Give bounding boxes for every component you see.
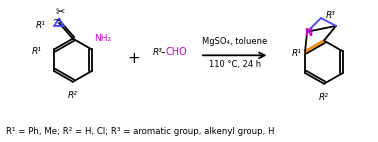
Text: MgSO₄, toluene: MgSO₄, toluene bbox=[202, 36, 267, 45]
Text: NH₂: NH₂ bbox=[94, 34, 111, 43]
Text: R³: R³ bbox=[152, 48, 162, 57]
Text: R¹: R¹ bbox=[32, 47, 42, 56]
Text: N: N bbox=[304, 28, 312, 38]
Text: 110 °C, 24 h: 110 °C, 24 h bbox=[209, 60, 261, 69]
Text: R²: R² bbox=[319, 93, 329, 102]
Text: ✂: ✂ bbox=[55, 8, 65, 18]
Text: R³: R³ bbox=[326, 11, 336, 20]
Text: -: - bbox=[160, 46, 165, 59]
Text: R¹: R¹ bbox=[292, 49, 302, 58]
Text: CHO: CHO bbox=[165, 47, 187, 57]
Text: R²: R² bbox=[68, 91, 78, 100]
Text: ~: ~ bbox=[53, 16, 61, 26]
Text: +: + bbox=[127, 51, 140, 66]
Text: R¹: R¹ bbox=[36, 21, 46, 30]
Text: R¹ = Ph, Me; R² = H, Cl; R³ = aromatic group, alkenyl group, H: R¹ = Ph, Me; R² = H, Cl; R³ = aromatic g… bbox=[6, 127, 275, 136]
